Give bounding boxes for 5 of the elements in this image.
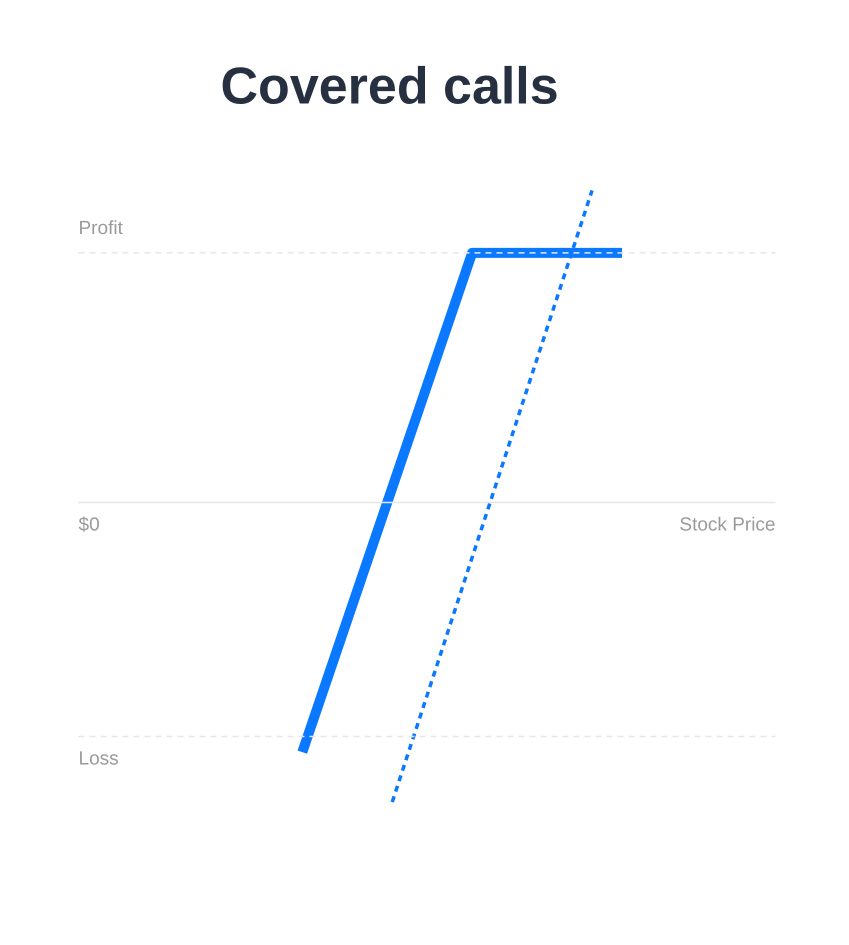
chart-title: Covered calls bbox=[220, 58, 559, 116]
ref-line-label: Profit bbox=[78, 218, 124, 239]
ref-line-label: $0 bbox=[78, 514, 100, 536]
ref-line-label: Loss bbox=[78, 748, 119, 770]
x-axis-title: Stock Price bbox=[679, 514, 776, 536]
